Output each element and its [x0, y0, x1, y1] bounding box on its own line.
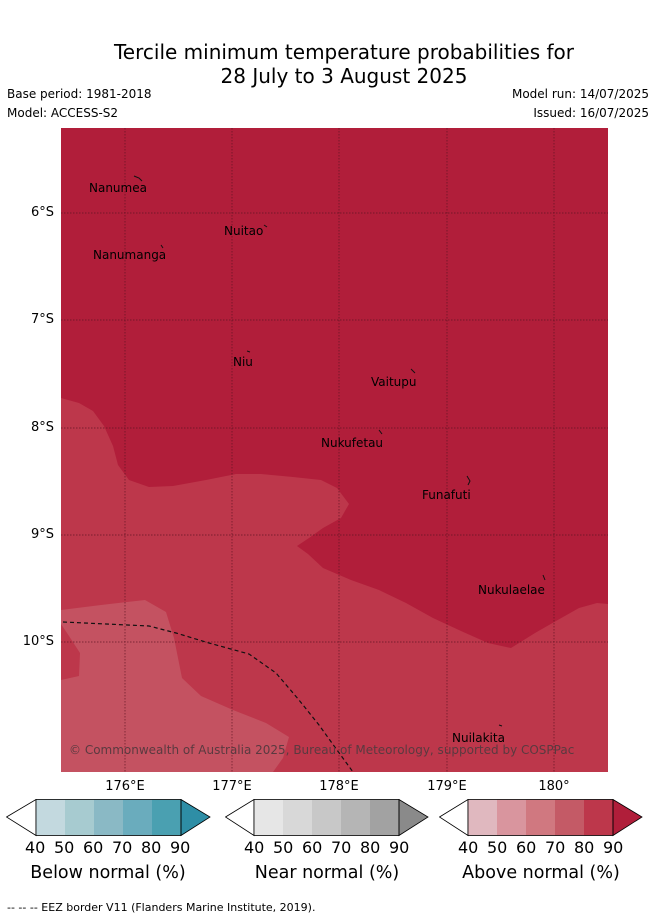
- colorbar-above-40-50: [468, 799, 497, 836]
- place-label-nukufetau: Nukufetau: [321, 436, 384, 450]
- cbar-below-tick-90: 90: [170, 838, 191, 857]
- colorbar-below-under: [5, 798, 37, 837]
- copyright-notice: © Commonwealth of Australia 2025, Bureau…: [69, 743, 575, 757]
- cbar-below-tick-70: 70: [112, 838, 133, 857]
- cbar-above-tick-50: 50: [487, 838, 508, 857]
- lat-tick-7s: 7°S: [30, 312, 54, 327]
- colorbar-below-40-50: [36, 799, 65, 836]
- colorbar-near-over: [398, 798, 429, 837]
- lat-tick-9s: 9°S: [30, 527, 54, 542]
- colorbar-below-50-60: [65, 799, 94, 836]
- cbar-near-tick-90: 90: [389, 838, 410, 857]
- cbar-near-tick-70: 70: [331, 838, 352, 857]
- place-label-nanumanga: Nanumanga: [93, 248, 167, 262]
- place-label-nuilakita: Nuilakita: [452, 731, 505, 745]
- eez-footnote: -- -- -- EEZ border V11 (Flanders Marine…: [7, 901, 316, 914]
- island-outlines: [133, 175, 546, 727]
- cbar-near-tick-50: 50: [273, 838, 294, 857]
- lat-tick-8s: 8°S: [30, 420, 54, 435]
- model-name: Model: ACCESS-S2: [7, 106, 119, 120]
- colorbar-near-70-80: [341, 799, 370, 836]
- cbar-above-tick-60: 60: [516, 838, 537, 857]
- cbar-above-tick-90: 90: [603, 838, 624, 857]
- colorbar-below-title: Below normal (%): [30, 863, 186, 883]
- colorbar-below-over: [180, 798, 211, 837]
- colorbar-below-normal: [5, 798, 211, 841]
- probability-zone-above-80: [61, 398, 608, 772]
- lon-tick-176e: 176°E: [105, 779, 145, 794]
- lon-tick-178e: 178°E: [319, 779, 359, 794]
- map-area[interactable]: [61, 128, 608, 773]
- cbar-below-tick-80: 80: [141, 838, 162, 857]
- cbar-below-tick-60: 60: [83, 838, 104, 857]
- colorbar-near-80-90: [370, 799, 399, 836]
- base-period: Base period: 1981-2018: [7, 87, 152, 101]
- colorbar-above-80-90: [584, 799, 613, 836]
- colorbar-above-over: [612, 798, 643, 837]
- cbar-below-tick-50: 50: [54, 838, 75, 857]
- title-line-2: 28 July to 3 August 2025: [220, 64, 468, 88]
- lon-tick-177e: 177°E: [212, 779, 252, 794]
- place-label-nuitao: Nuitao: [224, 224, 264, 238]
- place-label-nanumea: Nanumea: [89, 181, 147, 195]
- colorbar-above-70-80: [555, 799, 584, 836]
- colorbar-above-under: [438, 798, 469, 837]
- cbar-near-tick-80: 80: [360, 838, 381, 857]
- map-title: Tercile minimum temperature probabilitie…: [0, 40, 655, 88]
- colorbar-below-80-90: [152, 799, 181, 836]
- place-label-nukulaelae: Nukulaelae: [478, 583, 545, 597]
- title-line-1: Tercile minimum temperature probabilitie…: [113, 40, 575, 64]
- place-label-vaitupu: Vaitupu: [371, 375, 417, 389]
- place-label-funafuti: Funafuti: [422, 488, 471, 502]
- colorbar-near-50-60: [283, 799, 312, 836]
- map-svg: [61, 128, 608, 773]
- colorbar-above-50-60: [497, 799, 526, 836]
- colorbar-near-normal: [224, 798, 430, 841]
- colorbar-above-title: Above normal (%): [462, 863, 620, 883]
- eez-border-line: [62, 621, 354, 773]
- colorbar-near-under: [224, 798, 255, 837]
- cbar-above-tick-80: 80: [574, 838, 595, 857]
- colorbar-below-60-70: [94, 799, 123, 836]
- lon-tick-180: 180°: [538, 779, 570, 794]
- cbar-near-tick-60: 60: [302, 838, 323, 857]
- colorbar-near-60-70: [312, 799, 341, 836]
- cbar-below-tick-40: 40: [25, 838, 46, 857]
- colorbar-near-title: Near normal (%): [254, 863, 400, 883]
- cbar-near-tick-40: 40: [244, 838, 265, 857]
- colorbar-near-40-50: [254, 799, 283, 836]
- cbar-above-tick-70: 70: [545, 838, 566, 857]
- graticule: [61, 128, 608, 772]
- model-run: Model run: 14/07/2025: [511, 87, 649, 101]
- lat-tick-6s: 6°S: [30, 205, 54, 220]
- place-label-niu: Niu: [233, 355, 253, 369]
- cbar-above-tick-40: 40: [458, 838, 479, 857]
- issued-date: Issued: 16/07/2025: [533, 106, 649, 120]
- colorbar-above-60-70: [526, 799, 555, 836]
- lon-tick-179e: 179°E: [427, 779, 467, 794]
- colorbar-above-normal: [438, 798, 644, 841]
- colorbar-below-70-80: [123, 799, 152, 836]
- lat-tick-10s: 10°S: [22, 634, 54, 649]
